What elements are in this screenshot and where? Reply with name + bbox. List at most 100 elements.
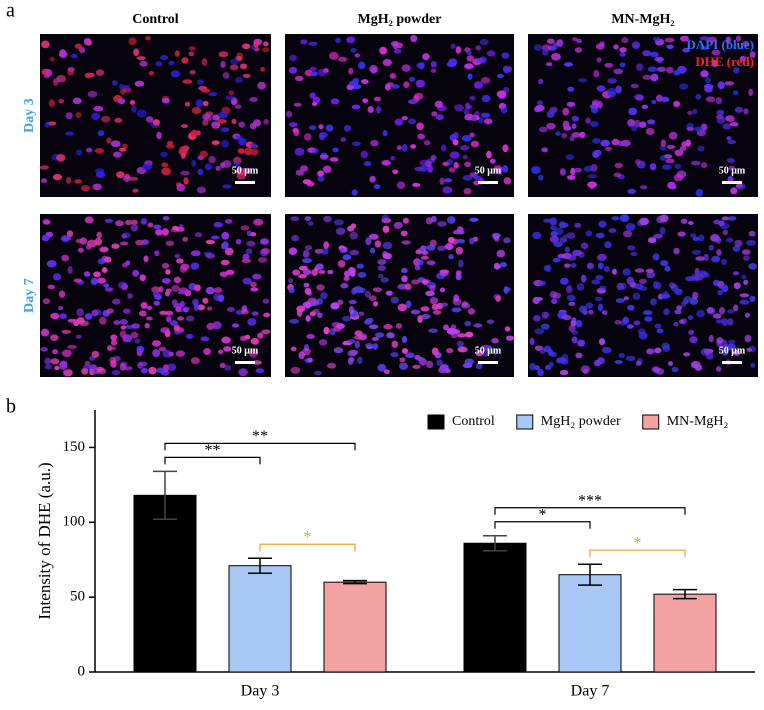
- nucleus: [647, 119, 656, 125]
- nucleus: [502, 144, 509, 153]
- nucleus: [321, 248, 329, 255]
- nucleus: [449, 151, 460, 159]
- nucleus: [159, 310, 168, 315]
- nucleus: [536, 100, 544, 105]
- nucleus: [332, 147, 339, 153]
- nucleus: [543, 345, 552, 353]
- nucleus: [733, 304, 739, 312]
- nucleus: [749, 51, 756, 58]
- nucleus: [716, 116, 726, 124]
- nucleus: [579, 131, 586, 139]
- nucleus: [710, 234, 720, 242]
- nucleus: [133, 48, 140, 56]
- nucleus: [435, 114, 444, 120]
- nucleus: [348, 80, 359, 87]
- nucleus: [81, 368, 89, 375]
- nucleus: [716, 337, 724, 344]
- nucleus: [461, 135, 472, 142]
- nucleus: [399, 362, 408, 370]
- nucleus: [195, 99, 204, 108]
- nucleus: [622, 268, 631, 276]
- nucleus: [84, 216, 94, 224]
- nucleus: [568, 324, 576, 332]
- nucleus: [317, 312, 323, 318]
- nucleus: [224, 247, 234, 256]
- nucleus: [728, 339, 736, 344]
- nucleus: [483, 118, 493, 125]
- nucleus: [247, 318, 257, 326]
- nucleus: [156, 367, 166, 374]
- nucleus: [260, 67, 266, 72]
- nucleus: [534, 106, 542, 113]
- nucleus: [103, 283, 110, 288]
- nucleus: [571, 115, 580, 122]
- nucleus: [415, 249, 423, 255]
- nucleus: [331, 321, 341, 328]
- nucleus: [295, 169, 304, 176]
- nucleus: [562, 234, 570, 239]
- nucleus: [646, 348, 654, 355]
- nucleus: [238, 368, 248, 377]
- nucleus: [564, 246, 570, 253]
- nucleus: [131, 219, 138, 225]
- nucleus: [717, 81, 725, 90]
- nucleus: [674, 309, 682, 315]
- nucleus: [349, 267, 356, 274]
- nucleus: [255, 368, 265, 374]
- nucleus: [735, 183, 743, 188]
- nucleus: [475, 350, 484, 357]
- nucleus: [593, 149, 602, 156]
- y-tick-label: 50: [70, 589, 85, 605]
- nucleus: [728, 165, 736, 171]
- nucleus: [309, 299, 320, 307]
- nucleus: [234, 104, 242, 109]
- nucleus: [419, 159, 430, 166]
- nucleus: [689, 233, 697, 238]
- nucleus: [464, 320, 472, 327]
- nucleus: [289, 54, 297, 61]
- nucleus: [385, 290, 393, 296]
- nucleus: [222, 184, 232, 189]
- nucleus: [630, 83, 639, 89]
- nucleus: [99, 316, 107, 325]
- nucleus: [660, 260, 669, 267]
- nucleus: [503, 177, 512, 185]
- nucleus: [161, 162, 169, 168]
- nucleus: [725, 115, 735, 122]
- nucleus: [430, 154, 437, 161]
- x-tick-label: Day 3: [241, 683, 280, 700]
- nucleus: [221, 140, 229, 148]
- nucleus: [106, 344, 113, 351]
- nucleus: [471, 115, 477, 121]
- legend-swatch: [427, 414, 445, 430]
- nucleus: [386, 332, 395, 339]
- nucleus: [63, 369, 73, 377]
- nucleus: [179, 146, 185, 154]
- legend-label: MN-MgH₂: [667, 414, 729, 429]
- significance-bracket: [494, 507, 686, 515]
- nucleus: [58, 306, 64, 311]
- nucleus: [474, 111, 480, 116]
- nucleus: [562, 107, 570, 116]
- nucleus: [114, 117, 123, 123]
- nucleus: [594, 296, 603, 301]
- nucleus: [154, 250, 160, 257]
- nucleus: [642, 50, 652, 57]
- nucleus: [470, 140, 480, 148]
- nucleus: [309, 92, 316, 99]
- nucleus: [420, 245, 427, 251]
- nucleus: [222, 241, 229, 250]
- nucleus: [261, 329, 271, 335]
- significance-label: **: [205, 442, 221, 459]
- nucleus: [463, 108, 470, 115]
- nucleus: [631, 41, 641, 49]
- nucleus: [110, 339, 118, 346]
- nucleus: [358, 334, 367, 341]
- nucleus: [453, 294, 460, 302]
- nucleus: [132, 269, 140, 277]
- nucleus: [571, 123, 577, 129]
- nucleus: [646, 271, 656, 279]
- nucleus: [174, 50, 180, 57]
- nucleus: [190, 357, 200, 365]
- nucleus: [293, 102, 302, 107]
